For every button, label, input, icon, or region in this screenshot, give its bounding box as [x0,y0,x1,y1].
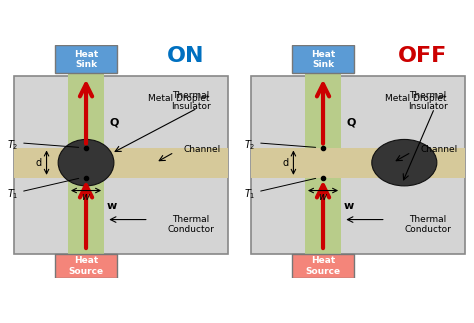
Text: $\mathbf{Q}$: $\mathbf{Q}$ [346,116,356,129]
Text: $T_2$: $T_2$ [7,138,18,152]
Text: Heat
Sink: Heat Sink [74,50,98,69]
Ellipse shape [58,140,114,186]
Text: Channel: Channel [420,145,458,154]
Bar [305,45,341,278]
Bar [55,255,118,278]
Text: Heat
Source: Heat Source [68,256,104,276]
Bar [292,255,355,278]
Text: Thermal
Conductor: Thermal Conductor [167,214,214,234]
Text: $T_2$: $T_2$ [244,138,255,152]
Bar [251,76,465,255]
Text: $T_1$: $T_1$ [7,187,18,201]
Bar [55,45,118,73]
Bar [251,148,465,178]
Text: d: d [283,158,289,168]
Text: $\mathbf{Q}$: $\mathbf{Q}$ [109,116,119,129]
Text: Metal Droplet: Metal Droplet [147,94,209,103]
Text: $w$: $w$ [318,192,328,202]
Text: $\mathbf{w}$: $\mathbf{w}$ [343,201,355,211]
Text: $\mathbf{w}$: $\mathbf{w}$ [106,201,118,211]
Text: Thermal
Conductor: Thermal Conductor [404,214,451,234]
Text: ON: ON [167,46,205,66]
Text: $w$: $w$ [81,192,91,202]
Bar [292,45,355,73]
Text: Thermal
Insulator: Thermal Insulator [408,91,447,111]
Text: Heat
Source: Heat Source [305,256,341,276]
Text: d: d [36,158,42,168]
Text: Channel: Channel [183,145,221,154]
Bar [14,148,228,178]
Text: Metal Droplet: Metal Droplet [384,94,446,103]
Bar [14,76,228,255]
Bar [68,45,104,278]
Text: $T_1$: $T_1$ [244,187,255,201]
Ellipse shape [372,140,437,186]
Text: Heat
Sink: Heat Sink [311,50,335,69]
Text: OFF: OFF [398,46,447,66]
Text: Thermal
Insulator: Thermal Insulator [171,91,210,111]
